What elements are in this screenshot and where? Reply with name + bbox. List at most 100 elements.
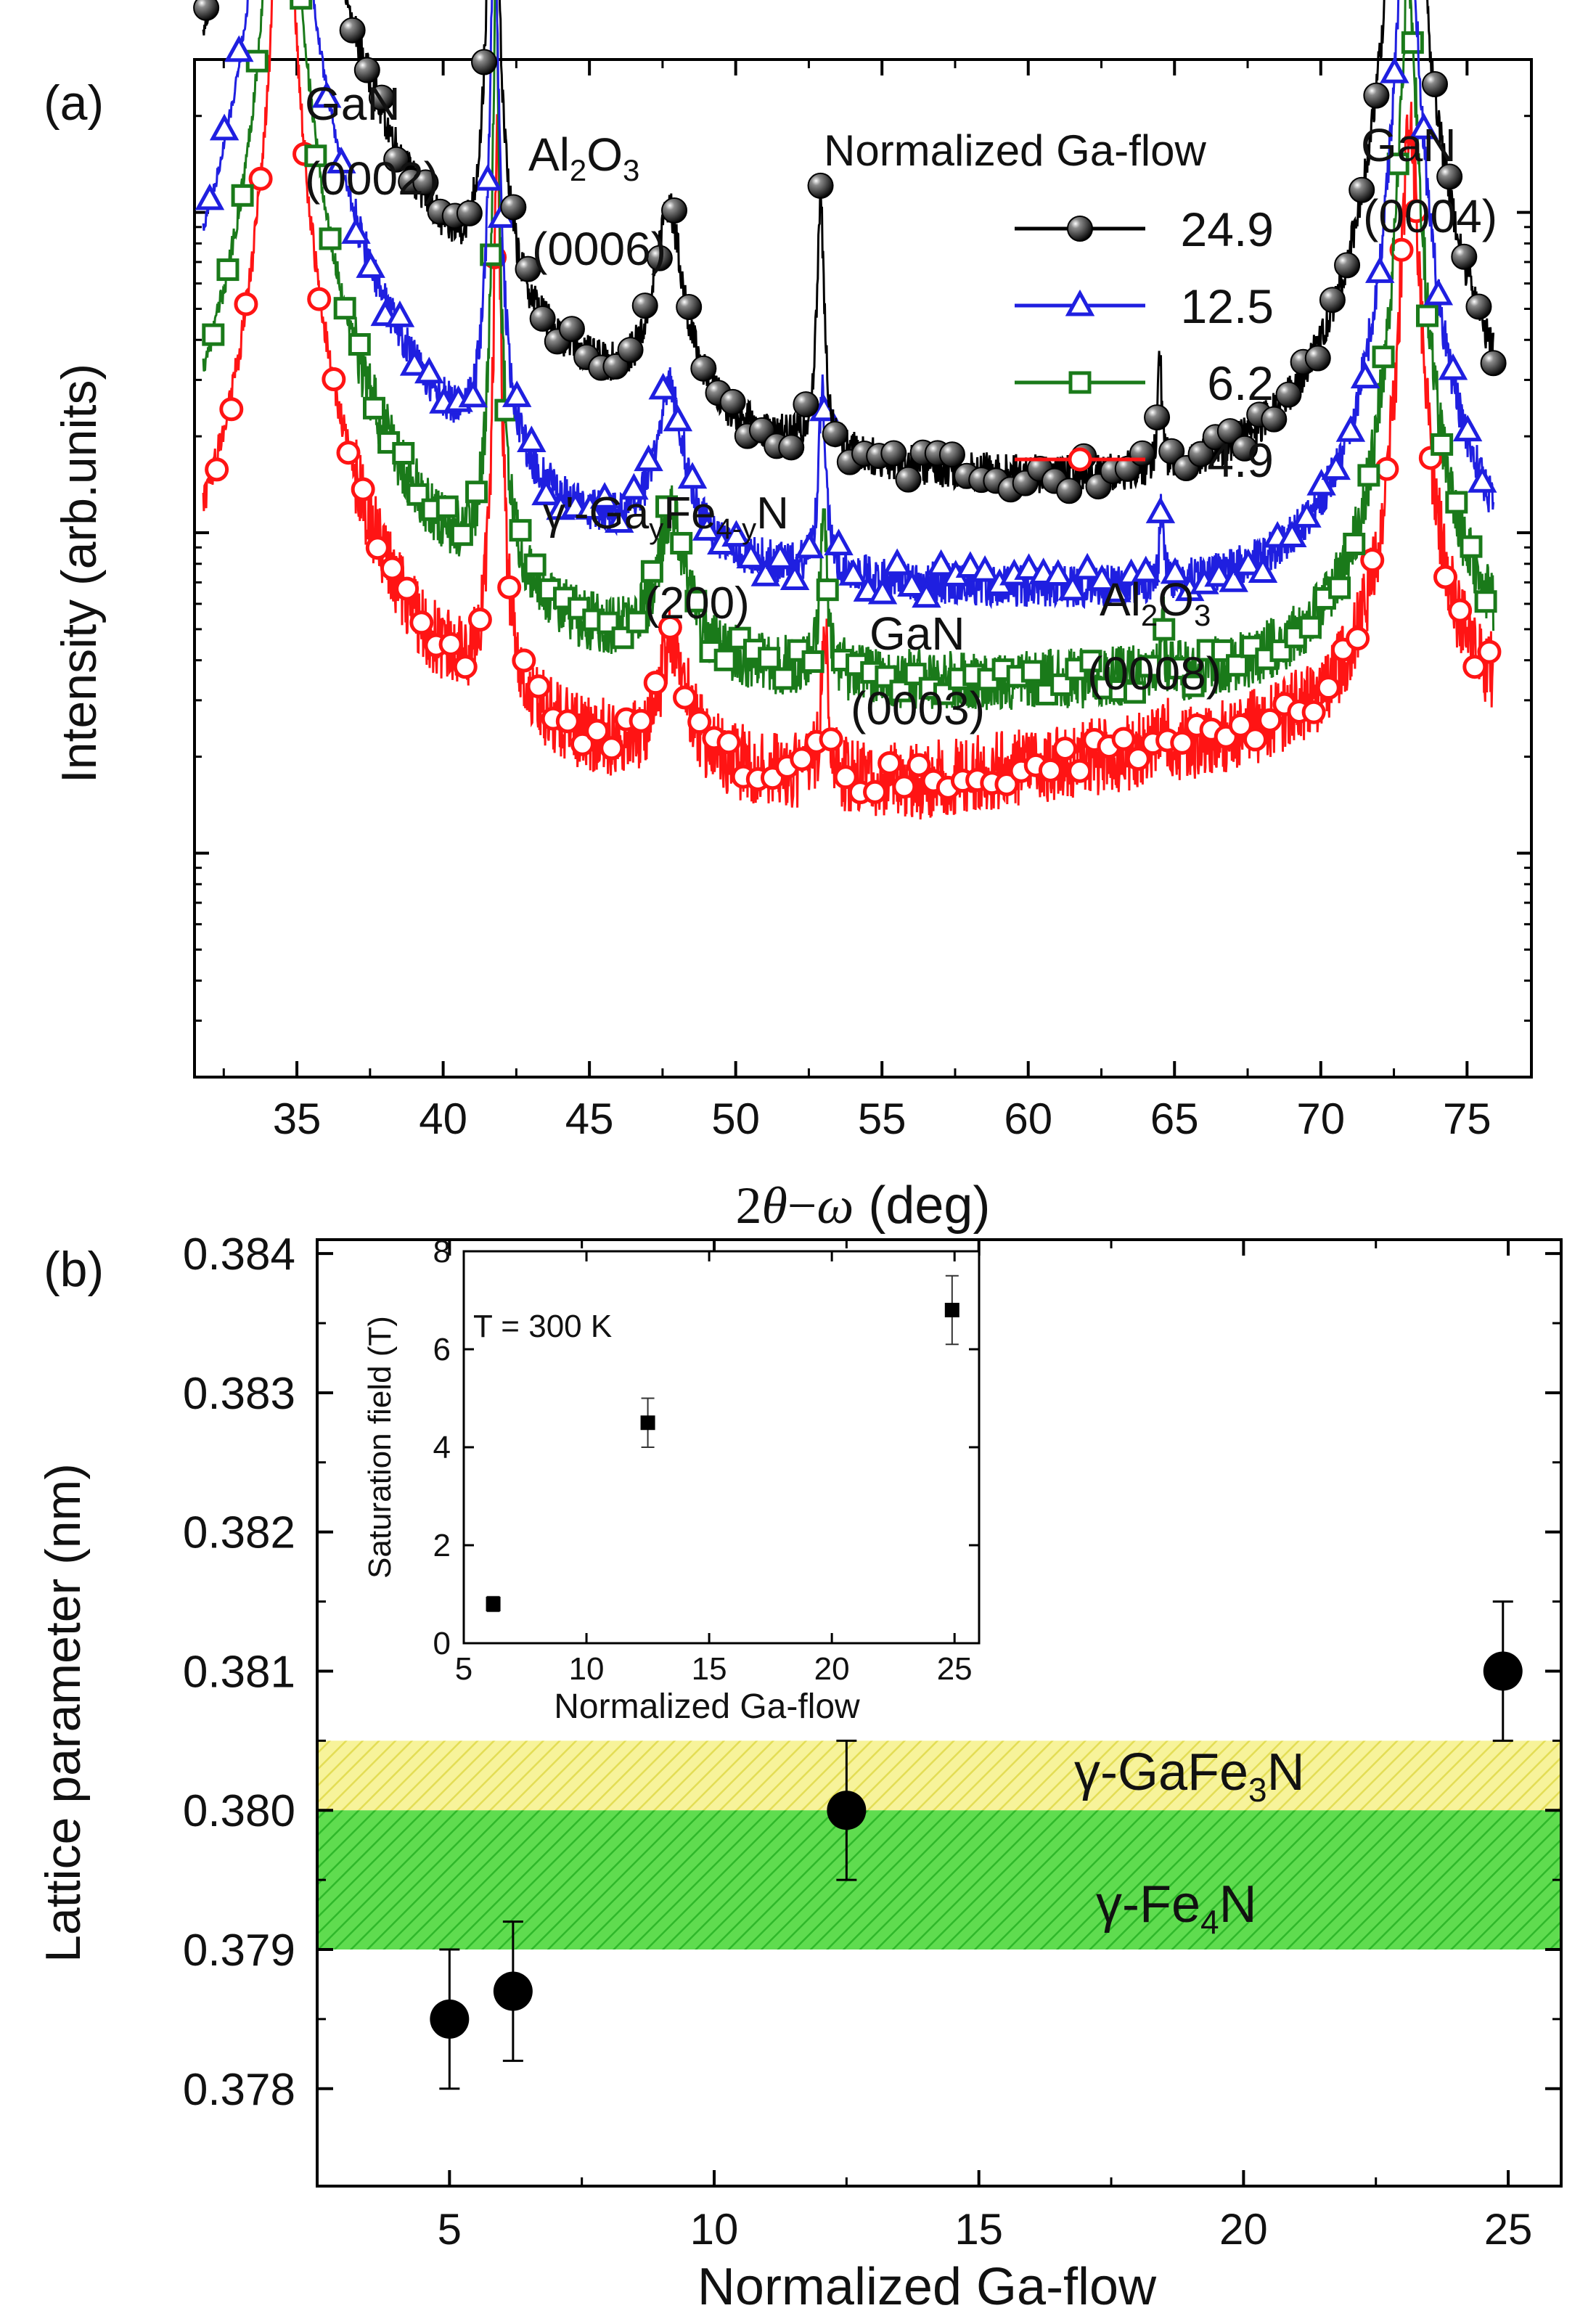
marker-triangle: [327, 147, 356, 173]
marker-triangle: [882, 548, 912, 576]
panel-a-series: [193, 0, 1507, 820]
annotation-gan-0004-name: GaN: [1361, 119, 1457, 171]
annotation-al2o3-0008-name: Al2O3: [1100, 573, 1211, 632]
legend-entry-6.2: 6.2: [1015, 356, 1274, 410]
marker-triangle: [1057, 573, 1088, 601]
panel-b-plot: 5 10 15 20 25 0.3780.3790.3800.3810.3820.383…: [183, 1229, 1563, 2254]
marker-circle: [322, 367, 346, 392]
marker-triangle: [458, 380, 488, 408]
marker-square: [1298, 615, 1322, 639]
marker-square: [655, 495, 679, 518]
marker-circle: [790, 747, 814, 772]
band-gafe3n: [317, 1740, 1561, 1811]
inset-y-tick-label: 0: [433, 1626, 451, 1661]
marker-circle: [877, 750, 902, 775]
marker-ball: [1319, 287, 1346, 314]
marker-circle: [395, 576, 420, 601]
annotation-al2o3-0006: Al2O3 (0006): [528, 128, 666, 275]
marker-triangle: [589, 482, 620, 509]
marker-triangle: [1014, 553, 1044, 580]
marker-triangle: [1364, 256, 1395, 283]
marker-triangle: [867, 577, 898, 605]
marker-ball: [617, 337, 644, 364]
a-x-tick-label: 55: [858, 1095, 907, 1143]
panel-b-band-label-gafe3n: γ-GaFe3N: [1074, 1743, 1305, 1809]
marker-circle: [453, 655, 478, 679]
marker-square: [450, 523, 473, 547]
gamma-ga: γ'-Ga: [543, 488, 650, 539]
inset-points: [486, 1274, 959, 1613]
legend-label: 6.2: [1207, 356, 1274, 410]
marker-circle: [526, 674, 551, 699]
marker-ball: [1129, 440, 1155, 467]
marker-circle: [205, 457, 229, 482]
b-x-tick-label: 25: [1484, 2205, 1533, 2254]
marker-square: [1372, 345, 1395, 369]
marker-triangle: [765, 542, 795, 569]
marker-ball: [1334, 252, 1361, 279]
marker-square: [816, 578, 839, 602]
marker-circle: [892, 774, 917, 799]
b-y-tick-label: 0.382: [183, 1508, 295, 1558]
inset-point-marker: [944, 1303, 959, 1317]
marker-circle: [1228, 713, 1253, 737]
panel-b-bands: [317, 1740, 1561, 1949]
marker-ball: [807, 172, 834, 199]
b-y-tick-label: 0.380: [183, 1786, 295, 1836]
marker-triangle: [926, 549, 956, 576]
marker-circle: [467, 607, 492, 632]
marker-ball: [339, 17, 366, 44]
marker-square: [670, 531, 693, 555]
marker-circle: [351, 477, 375, 502]
marker-ball: [895, 466, 922, 493]
marker-ball: [690, 355, 717, 382]
marker-triangle: [1145, 496, 1176, 523]
marker-ball: [193, 0, 220, 21]
marker-square: [406, 483, 430, 506]
a-x-tick-label: 65: [1150, 1095, 1199, 1143]
marker-circle: [380, 556, 404, 581]
al-sub: 2: [570, 153, 586, 187]
a-x-tick-label: 50: [711, 1095, 760, 1143]
marker-circle: [1258, 708, 1282, 732]
marker-triangle: [824, 528, 854, 556]
b-y-tick-label: 0.379: [183, 1926, 295, 1976]
marker-triangle: [472, 163, 503, 191]
fe-sub: 4-y: [716, 513, 757, 545]
inset-y-tick-label: 4: [433, 1430, 451, 1465]
annotation-gan-0002-name: GaN: [305, 78, 401, 130]
panel-a-label: (a): [44, 75, 104, 131]
annotation-al2o3-0006-index: (0006): [532, 223, 666, 275]
marker-circle: [687, 710, 712, 735]
marker-ball: [1231, 435, 1258, 462]
marker-square: [1431, 433, 1454, 456]
marker-ball: [646, 245, 673, 271]
legend-label: 4.9: [1207, 433, 1274, 487]
marker-square: [465, 480, 488, 504]
marker-triangle: [531, 478, 561, 506]
marker-triangle: [1043, 559, 1073, 586]
marker-circle: [863, 780, 888, 804]
inset-y-label: Saturation field (T): [362, 1316, 398, 1579]
marker-triangle: [634, 444, 663, 472]
marker-square: [1079, 650, 1102, 673]
a-x-tick-label: 35: [273, 1095, 322, 1143]
fe4n-main: γ-Fe: [1096, 1875, 1200, 1934]
marker-triangle: [1438, 353, 1468, 380]
marker-circle: [1068, 758, 1092, 783]
b-data-point: [827, 1739, 867, 1881]
marker-ball: [1436, 163, 1463, 190]
panel-b-band-label-fe4n: γ-Fe4N: [1096, 1875, 1257, 1941]
marker-square: [333, 297, 356, 320]
marker-square: [684, 589, 708, 613]
a-x-tick-label: 70: [1296, 1095, 1345, 1143]
o-symbol: O: [586, 128, 623, 181]
marker-triangle: [736, 541, 766, 569]
panel-a-legend: Normalized Ga-flow 24.9 12.5 6.2 4.9: [824, 126, 1274, 487]
marker-ball: [500, 194, 527, 221]
marker-triangle: [1380, 56, 1409, 83]
marker-triangle: [1423, 278, 1454, 306]
series-24.9: [193, 0, 1507, 504]
panel-b-points: [430, 1600, 1523, 2090]
marker-triangle: [311, 81, 342, 108]
